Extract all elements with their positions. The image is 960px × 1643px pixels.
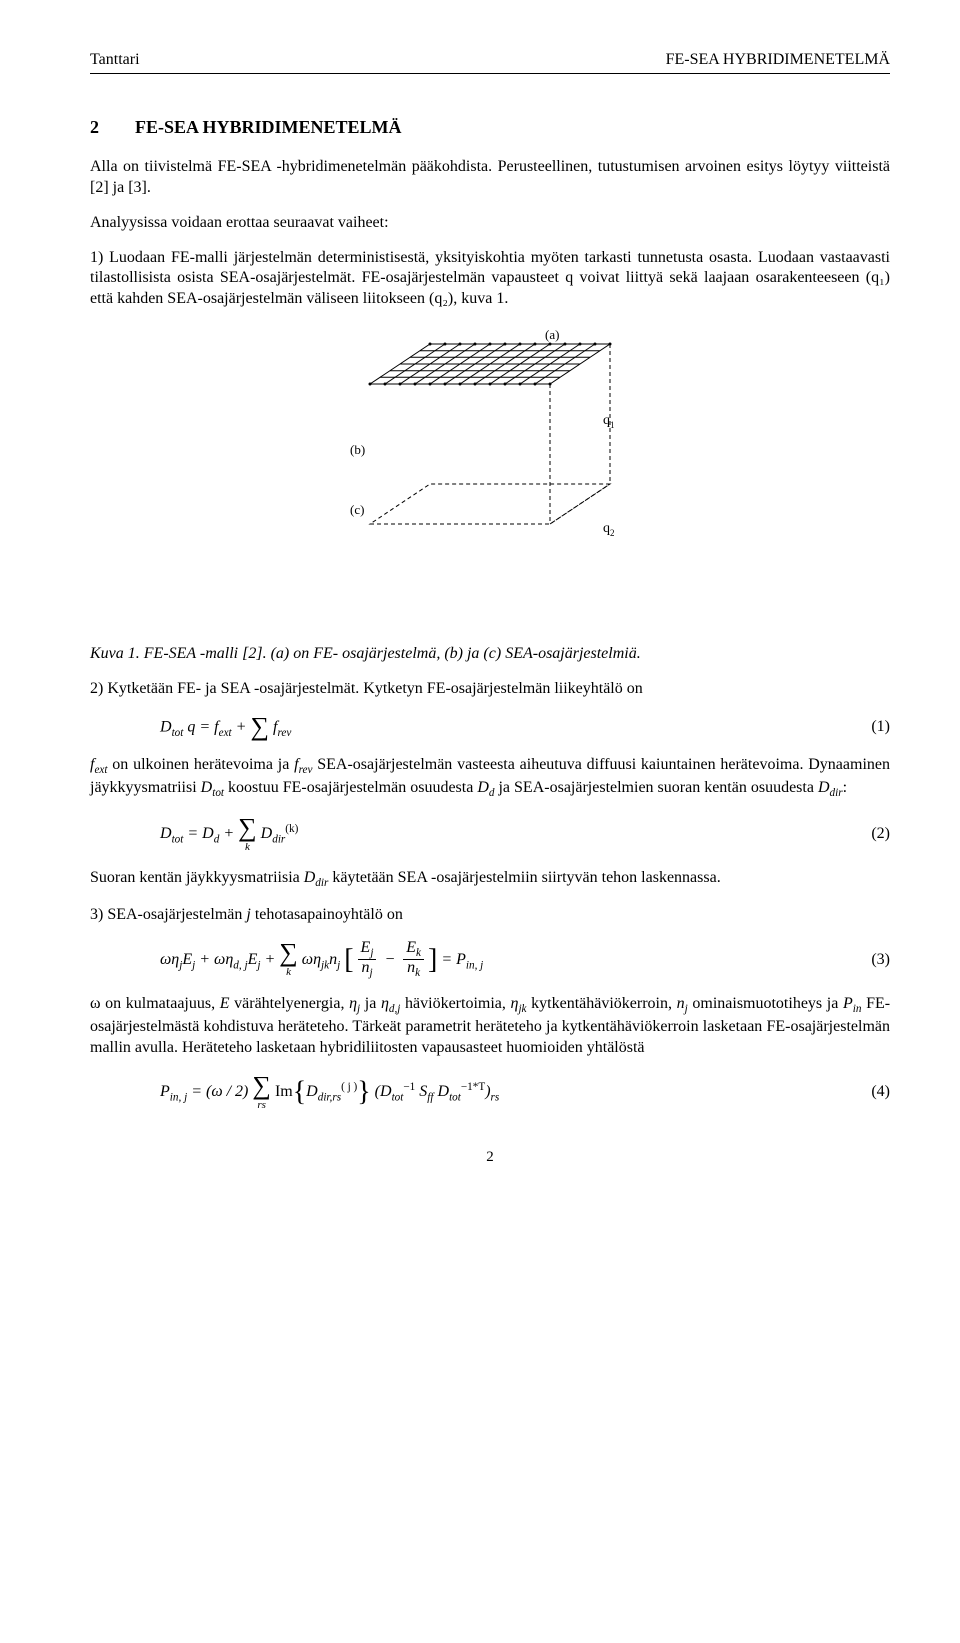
- equation-3: ωηjEj + ωηd, jEj + ∑k ωηjknj [ Ejnj − Ek…: [90, 940, 890, 981]
- header-left: Tanttari: [90, 50, 140, 71]
- header-right: FE-SEA HYBRIDIMENETELMÄ: [666, 50, 890, 71]
- after-eq1-paragraph: fext on ulkoinen herätevoima ja frev SEA…: [90, 755, 890, 801]
- fig-label-q1: q1: [603, 413, 615, 430]
- eq3-number: (3): [840, 950, 890, 971]
- after-eq3-paragraph: ω on kulmataajuus, E värähtelyenergia, η…: [90, 994, 890, 1058]
- after-eq2-paragraph: Suoran kentän jäykkyysmatriisia Ddir käy…: [90, 868, 890, 891]
- equation-2: Dtot = Dd + ∑k Ddir(k) (2): [90, 815, 890, 854]
- fig-label-b: (b): [350, 442, 365, 457]
- fig-label-c: (c): [350, 502, 364, 517]
- eq1-number: (1): [840, 717, 890, 738]
- fig-label-q2: q2: [603, 521, 615, 538]
- steps-lead: Analyysissa voidaan erottaa seuraavat va…: [90, 213, 890, 234]
- figure1-caption: Kuva 1. FE-SEA -malli [2]. (a) on FE- os…: [90, 644, 890, 665]
- section-number: 2: [90, 116, 99, 139]
- fig-label-a: (a): [545, 327, 559, 342]
- eq2-number: (2): [840, 824, 890, 845]
- step2-paragraph: 2) Kytketään FE- ja SEA -osajärjestelmät…: [90, 679, 890, 700]
- intro-paragraph: Alla on tiivistelmä FE-SEA -hybridimenet…: [90, 157, 890, 199]
- section-title: FE-SEA HYBRIDIMENETELMÄ: [135, 116, 402, 139]
- step3-paragraph: 3) SEA-osajärjestelmän j tehotasapainoyh…: [90, 905, 890, 926]
- figure-1: (a) (b) q1 (c) q2: [90, 324, 890, 624]
- eq4-number: (4): [840, 1082, 890, 1103]
- page-number: 2: [90, 1148, 890, 1168]
- step1-paragraph: 1) Luodaan FE-malli järjestelmän determi…: [90, 248, 890, 310]
- equation-4: Pin, j = (ω / 2) ∑rs Im{Ddir,rs( j )} (D…: [90, 1073, 890, 1112]
- section-heading: 2 FE-SEA HYBRIDIMENETELMÄ: [90, 116, 890, 139]
- equation-1: Dtot q = fext + ∑ frev (1): [90, 714, 890, 742]
- page-header: Tanttari FE-SEA HYBRIDIMENETELMÄ: [90, 50, 890, 74]
